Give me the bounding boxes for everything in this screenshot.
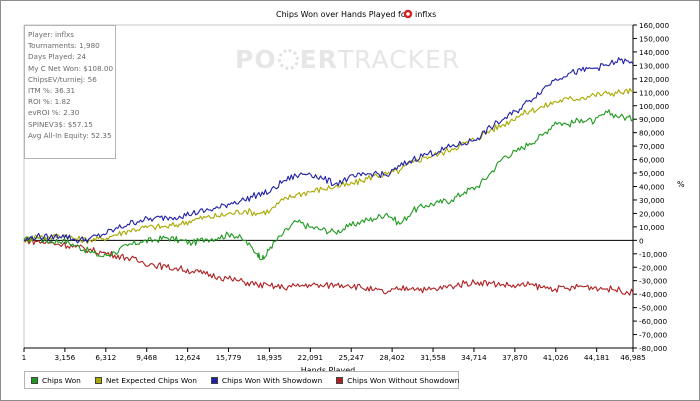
stat-player: Player: inflxs — [28, 30, 75, 39]
y-tick-label: 40,000 — [639, 183, 665, 192]
stat-chips-ev: ChipsEV/turniej: 56 — [28, 74, 97, 84]
y-axis-label: % — [677, 180, 685, 189]
series-line-chips-won — [23, 109, 634, 261]
legend-swatch-with-showdown — [210, 376, 218, 384]
x-tick-label: 12,624 — [175, 353, 201, 362]
y-tick-label: -80,000 — [639, 344, 668, 353]
x-tick-label: 15,779 — [216, 353, 242, 362]
y-tick-label: 0 — [639, 236, 644, 245]
x-tick-label: 34,714 — [461, 353, 487, 362]
y-tick-label: 50,000 — [639, 169, 665, 178]
stat-itm: ITM %: 36.31 — [28, 86, 76, 96]
y-tick-label: 150,000 — [639, 34, 670, 43]
y-tick-label: 60,000 — [639, 156, 665, 165]
x-tick-label: 1 — [22, 353, 27, 362]
y-tick-label: 140,000 — [639, 48, 670, 57]
y-tick-label: 100,000 — [639, 102, 670, 111]
chart-legend: Chips Won Net Expected Chips Won Chips W… — [24, 371, 459, 389]
stat-days-played: Days Played: 24 — [28, 52, 87, 62]
y-tick-label: 160,000 — [639, 21, 670, 30]
y-tick-label: 120,000 — [639, 75, 670, 84]
series-line-chips-won-with-showdown — [23, 57, 634, 244]
y-tick-label: 30,000 — [639, 196, 665, 205]
stat-avg-allin-equity: Avg All-In Equity: 52.35 — [28, 130, 112, 140]
stat-net-won: My C Net Won: $108.00 — [28, 63, 114, 73]
player-stats-box: Player: inflxs Tournaments: 1,980 Days P… — [24, 25, 116, 159]
legend-swatch-net-expected — [94, 376, 102, 384]
x-tick-label: 28,402 — [379, 353, 405, 362]
chart-title-player: inflxs — [415, 10, 436, 19]
y-tick-label: 80,000 — [639, 129, 665, 138]
chart-title: Chips Won over Hands Played for — [276, 10, 410, 19]
y-tick-label: 90,000 — [639, 115, 665, 124]
y-tick-label: -10,000 — [639, 250, 668, 259]
stat-roi: ROI %: 1.82 — [28, 97, 71, 107]
stat-ev-roi: evROI %: 2.30 — [28, 108, 80, 118]
x-tick-label: 3,156 — [54, 353, 75, 362]
legend-label-net-expected: Net Expected Chips Won — [105, 375, 197, 385]
legend-label-without-showdown: Chips Won Without Showdown — [347, 375, 460, 385]
y-tick-label: -70,000 — [639, 331, 668, 340]
y-tick-label: -50,000 — [639, 304, 668, 313]
legend-label-with-showdown: Chips Won With Showdown — [221, 375, 323, 385]
x-tick-label: 25,247 — [338, 353, 364, 362]
y-tick-label: 70,000 — [639, 142, 665, 151]
y-tick-label: 110,000 — [639, 88, 670, 97]
red-poker-chip-icon-center — [406, 12, 410, 16]
stat-spin-ev: SPINEV3$: $57.15 — [28, 119, 93, 129]
x-tick-label: 22,091 — [298, 353, 324, 362]
y-tick-label: -60,000 — [639, 317, 668, 326]
legend-item-without-showdown[interactable]: Chips Won Without Showdown — [336, 376, 459, 385]
stat-tournaments: Tournaments: 1,980 — [28, 41, 100, 51]
legend-item-net-expected[interactable]: Net Expected Chips Won — [94, 375, 197, 385]
y-tick-label: -40,000 — [639, 290, 668, 299]
y-tick-label: -20,000 — [639, 263, 668, 272]
series-line-chips-won-without-showdown — [23, 237, 634, 296]
series-line-net-expected-chips-won — [23, 88, 634, 245]
poker-chip-logo-icon — [277, 49, 299, 70]
x-tick-label: 46,985 — [620, 353, 646, 362]
legend-item-with-showdown[interactable]: Chips Won With Showdown — [210, 375, 323, 385]
legend-label-chips-won: Chips Won — [42, 375, 81, 385]
y-tick-label: 130,000 — [639, 61, 670, 70]
y-tick-label: 20,000 — [639, 209, 665, 218]
legend-item-chips-won[interactable]: Chips Won — [31, 376, 81, 385]
x-tick-label: 41,026 — [543, 353, 569, 362]
x-axis-label: Hands Played — [301, 366, 355, 375]
x-tick-label: 44,181 — [584, 353, 610, 362]
x-tick-label: 37,870 — [502, 353, 528, 362]
pokertracker-watermark: PO ERTRACKER — [235, 45, 461, 74]
x-tick-label: 18,935 — [257, 353, 283, 362]
y-tick-label: -30,000 — [639, 277, 668, 286]
legend-swatch-chips-won — [31, 376, 38, 384]
y-tick-label: 10,000 — [639, 223, 665, 232]
legend-swatch-without-showdown — [336, 376, 344, 384]
x-tick-label: 6,312 — [95, 353, 116, 362]
x-tick-label: 31,558 — [420, 353, 446, 362]
x-tick-label: 9,468 — [136, 353, 157, 362]
